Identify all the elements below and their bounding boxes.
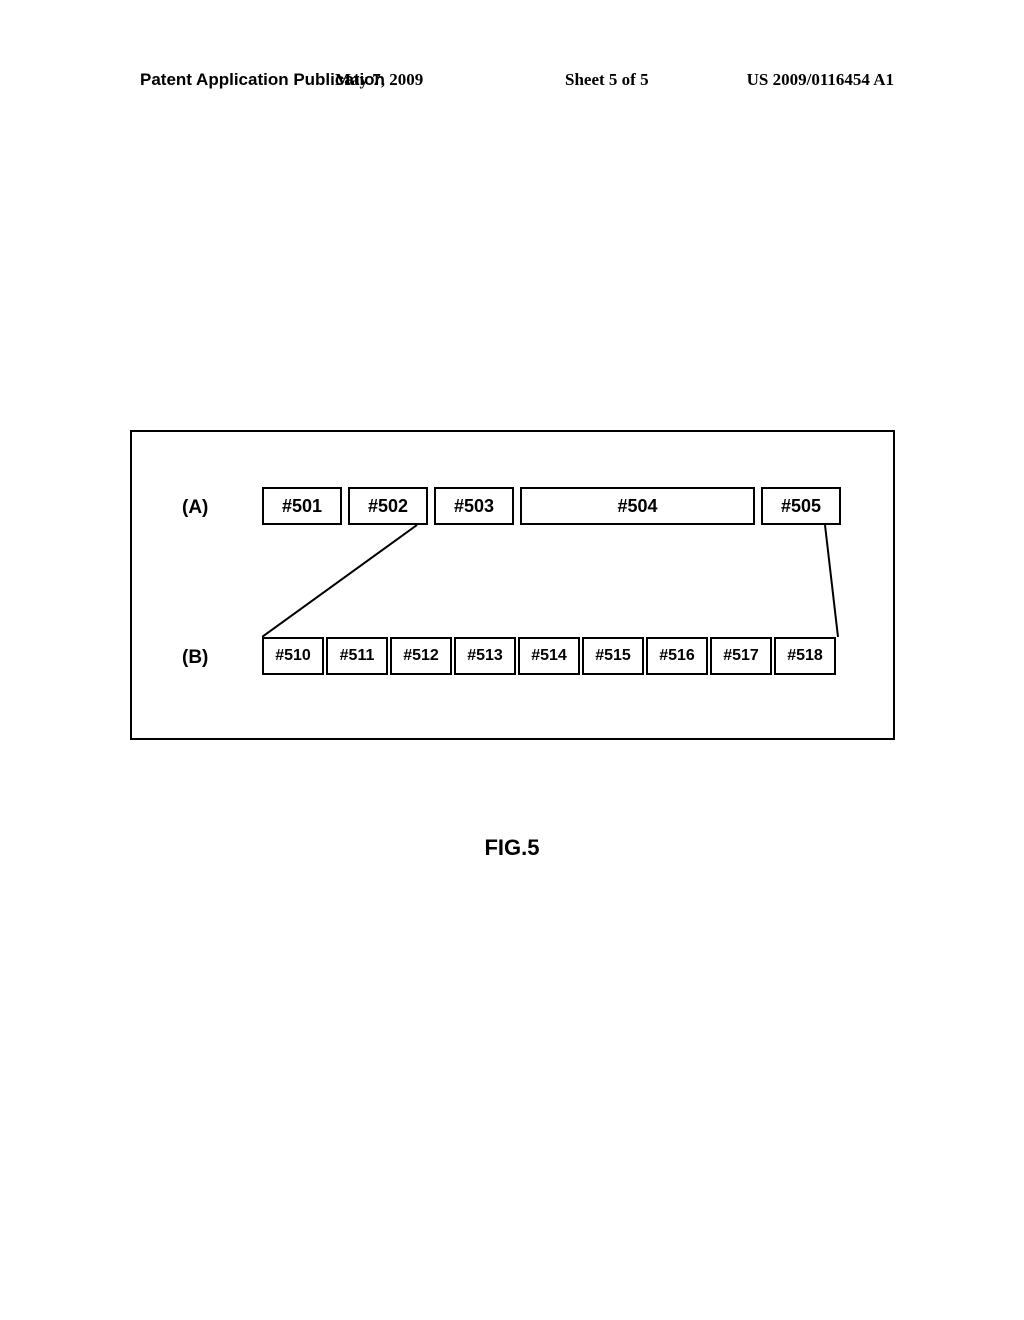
row-b: (B) #510 #511 #512 #513 #514 #515 #516 #… [132,637,893,682]
row-a-blocks: #501 #502 #503 #504 #505 [262,487,841,525]
diagram-frame: (A) #501 #502 #503 #504 #505 (B) #510 #5… [130,430,895,740]
connector-line-left [262,525,417,637]
header-date: May 7, 2009 [335,70,423,90]
block-512: #512 [390,637,452,675]
block-501: #501 [262,487,342,525]
header-code: US 2009/0116454 A1 [747,70,894,90]
connector-lines [262,525,882,637]
figure-label: FIG.5 [0,835,1024,861]
row-a-label: (A) [182,497,208,519]
connector-line-right [825,525,838,637]
block-504: #504 [520,487,755,525]
block-502: #502 [348,487,428,525]
block-503: #503 [434,487,514,525]
page-header: Patent Application Publication May 7, 20… [0,70,1024,90]
row-b-blocks: #510 #511 #512 #513 #514 #515 #516 #517 … [262,637,836,675]
header-sheet: Sheet 5 of 5 [565,70,649,90]
block-510: #510 [262,637,324,675]
block-515: #515 [582,637,644,675]
block-505: #505 [761,487,841,525]
row-b-label: (B) [182,647,208,669]
block-513: #513 [454,637,516,675]
block-516: #516 [646,637,708,675]
block-514: #514 [518,637,580,675]
block-518: #518 [774,637,836,675]
block-511: #511 [326,637,388,675]
block-517: #517 [710,637,772,675]
